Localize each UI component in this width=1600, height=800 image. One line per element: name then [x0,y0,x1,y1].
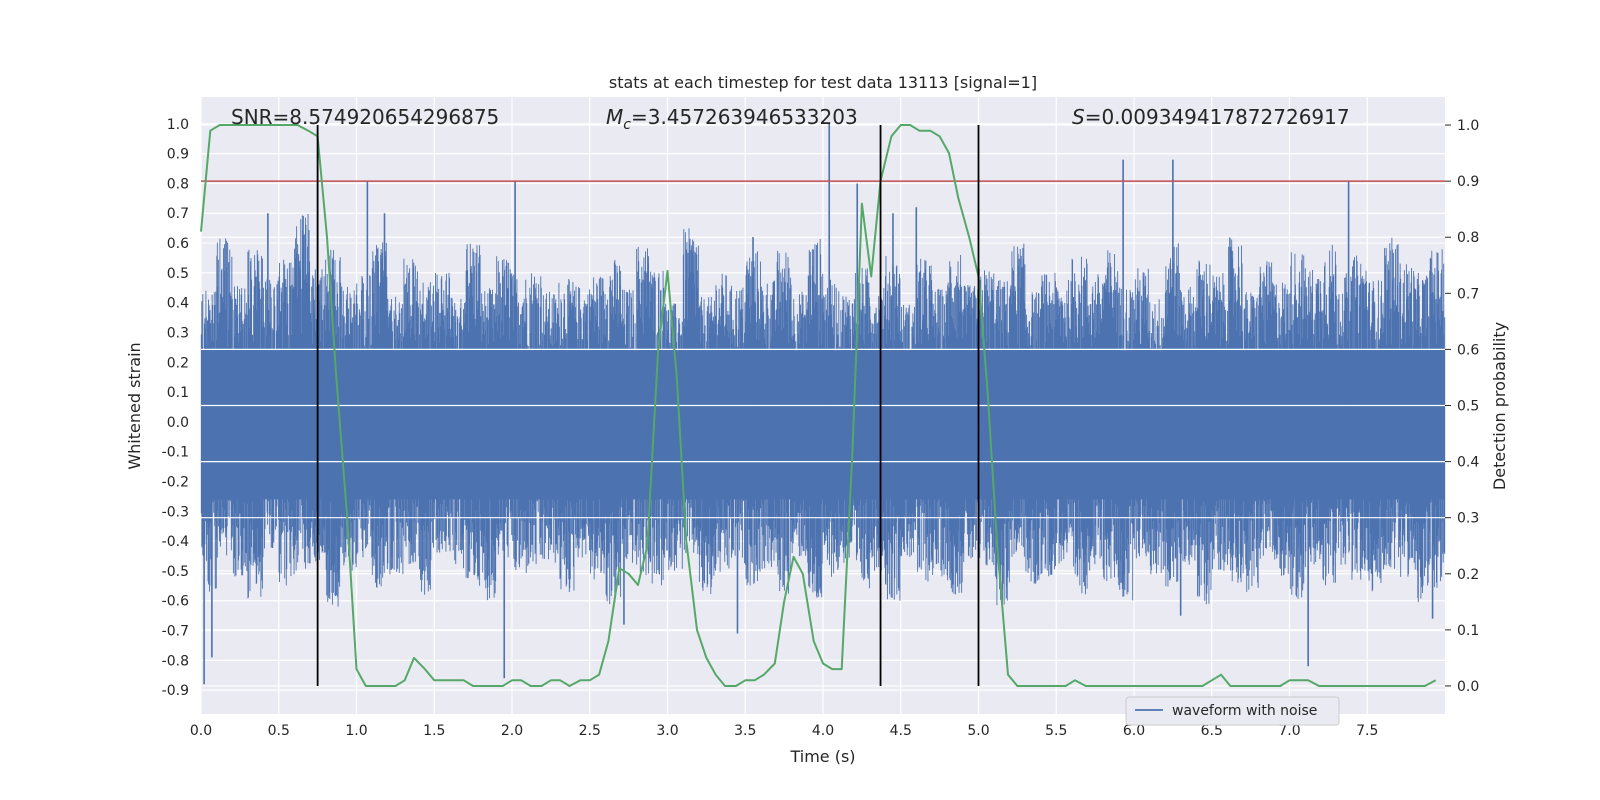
waveform-core [201,350,1445,500]
x-tick-label: 3.0 [656,723,678,739]
x-axis-label: Time (s) [789,747,855,766]
y-left-tick-label: 0.0 [167,415,189,431]
y-right-tick-label: 0.7 [1457,286,1479,302]
waveform-series [200,123,1446,685]
chirp-mass-subscript: c [623,117,631,133]
snr-annotation: SNR=8.574920654296875 [231,105,499,129]
x-tick-label: 4.0 [812,723,834,739]
y-left-tick-label: -0.2 [162,475,189,491]
chart-title: stats at each timestep for test data 131… [609,73,1037,92]
y-left-tick-label: 0.8 [167,176,189,192]
legend: waveform with noise [1125,696,1340,726]
y-right-tick-label: 0.4 [1457,455,1479,471]
x-tick-label: 2.5 [579,723,601,739]
y-left-tick-label: -0.6 [162,594,189,610]
y-right-tick-label: 0.8 [1457,230,1479,246]
y-right-tick-label: 0.0 [1457,679,1479,695]
y-left-tick-label: -0.7 [162,624,189,640]
chirp-mass-symbol: M [606,105,623,129]
legend-box [1125,696,1340,726]
y-left-tick-label: -0.5 [162,564,189,580]
y-left-tick-label: -0.9 [162,683,189,699]
x-axis-ticks: 0.0 0.5 1.0 1.5 2.0 2.5 3.0 3.5 4.0 4.5 5.0 5.5 6.0 6… [190,723,1379,739]
x-tick-label: 6.0 [1123,723,1145,739]
x-tick-label: 1.5 [423,723,445,739]
y-left-tick-label: -0.1 [162,445,189,461]
s-value: =0.009349417872726917 [1085,105,1350,129]
y-left-tick-label: 0.1 [167,385,189,401]
y-right-tick-label: 0.2 [1457,567,1479,583]
x-tick-label: 0.0 [190,723,212,739]
detection-probability-series [200,124,1437,687]
s-annotation: S=0.009349417872726917 [1072,105,1350,129]
y-right-tick-label: 0.1 [1457,623,1479,639]
y-left-tick-label: 0.5 [167,266,189,282]
y-left-tick-label: 0.3 [167,325,189,341]
x-tick-label: 5.0 [967,723,989,739]
x-tick-label: 0.5 [268,723,290,739]
chirp-mass-value: =3.457263946533203 [631,105,858,129]
x-tick-label: 2.0 [501,723,523,739]
x-tick-label: 4.5 [890,723,912,739]
x-tick-label: 3.5 [734,723,756,739]
x-tick-label: 1.0 [345,723,367,739]
y-left-tick-label: 0.4 [167,296,189,312]
y-right-tick-label: 0.6 [1457,342,1479,358]
y-left-tick-label: 1.0 [167,117,189,133]
y-right-tick-label: 0.3 [1457,511,1479,527]
vertical-markers [316,125,980,686]
y-left-tick-label: 0.9 [167,147,189,163]
y-left-axis-ticks: 1.0 0.9 0.8 0.7 0.6 0.5 0.4 0.3 0.2 0.1 0.0 -0.1 -0.… [162,117,189,699]
y-left-tick-label: -0.8 [162,653,189,669]
y-right-axis-ticks: 1.0 0.9 0.8 0.7 0.6 0.5 0.4 0.3 0.2 0.1 0.0 [1445,118,1479,695]
y-right-tick-label: 0.5 [1457,399,1479,415]
y-right-tick-label: 0.9 [1457,174,1479,190]
x-tick-label: 7.5 [1356,723,1378,739]
detection-probability-line [200,124,1437,687]
s-symbol: S [1072,105,1085,129]
legend-label: waveform with noise [1172,703,1317,719]
y-left-axis-label: Whitened strain [125,342,144,469]
y-right-tick-label: 1.0 [1457,118,1479,134]
y-left-tick-label: 0.6 [167,236,189,252]
x-tick-label: 7.0 [1278,723,1300,739]
x-tick-label: 6.5 [1201,723,1223,739]
y-left-tick-label: 0.2 [167,355,189,371]
chirp-mass-annotation: Mc=3.457263946533203 [606,105,858,133]
y-right-axis-label: Detection probability [1490,322,1509,490]
y-left-tick-label: 0.7 [167,206,189,222]
x-tick-label: 5.5 [1045,723,1067,739]
y-left-tick-label: -0.4 [162,534,189,550]
y-left-tick-label: -0.3 [162,504,189,520]
